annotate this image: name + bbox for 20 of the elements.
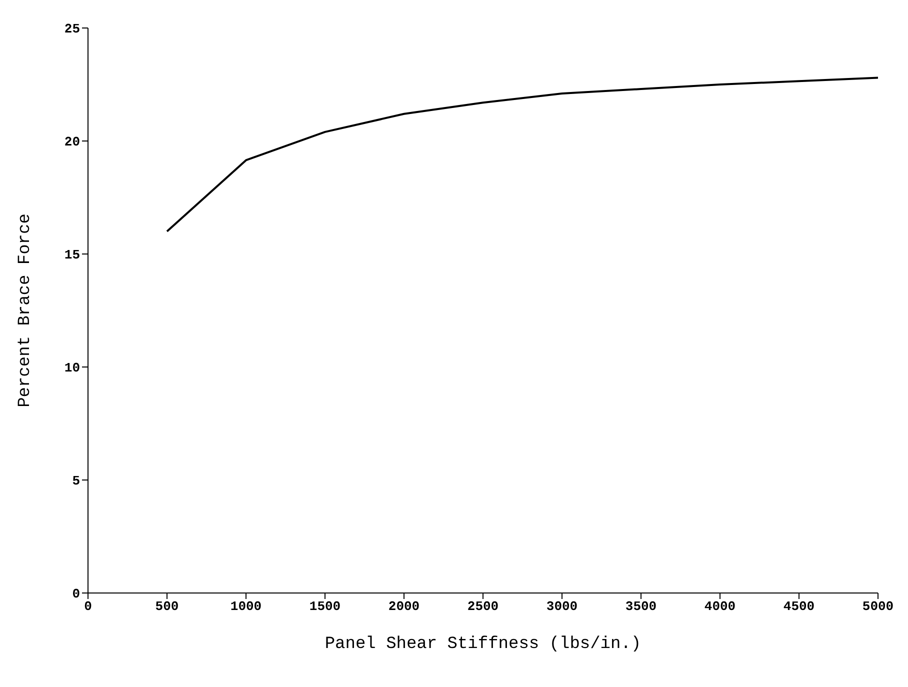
y-tick-label: 20	[64, 134, 80, 150]
x-tick-label: 500	[155, 599, 179, 614]
line-series	[166, 76, 878, 232]
x-tick-label: 3500	[625, 599, 657, 614]
y-tick-label: 5	[72, 474, 80, 489]
x-tick-label: 1500	[309, 599, 341, 614]
x-tick-label: 0	[84, 599, 92, 614]
y-tick-label: 10	[64, 360, 80, 376]
x-tick-label: 4500	[783, 599, 815, 614]
x-axis-title: Panel Shear Stiffness (lbs/in.)	[324, 635, 642, 654]
y-tick-label: 25	[64, 22, 80, 37]
x-tick-label: 5000	[862, 599, 894, 614]
y-tick-label: 0	[72, 586, 80, 602]
x-tick-label: 2000	[388, 599, 420, 614]
y-tick-label: 15	[64, 248, 80, 263]
x-tick-label: 3000	[546, 599, 578, 614]
x-tick-label: 4000	[704, 599, 736, 614]
y-axis-title: Percent Brace Force	[16, 214, 36, 408]
x-tick-label: 1000	[230, 599, 262, 614]
x-tick-label: 2500	[467, 599, 499, 614]
